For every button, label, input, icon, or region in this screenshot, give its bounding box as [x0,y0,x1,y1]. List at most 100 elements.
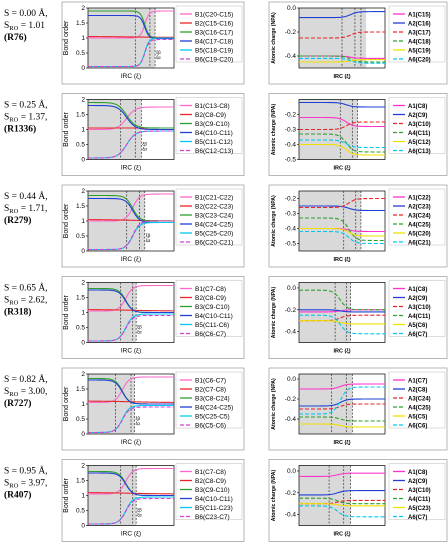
charge-series-3 [299,403,385,410]
charge-legend-label-5: A5(C6) [408,323,427,329]
bond-legend-label-2: B2(C8-C9) [195,478,226,485]
bond-legend-label-6: B6(C19-C20) [195,57,233,64]
charge-legend-label-5: A5(C23) [408,506,431,512]
charge-legend-label-5: A5(C20) [408,232,431,238]
bond-ytick-label: 0.5 [76,233,85,240]
row-label-sro: SRO = 1.71, [4,204,47,215]
bond-ytick-label: 1 [81,218,85,225]
charge-ytick-label: -0.2 [285,396,297,403]
bond-series-6 [88,220,174,251]
bond-series-2 [87,309,175,312]
bond-series-6 [88,38,174,68]
charge-ytick-label: -0.4 [285,512,297,519]
charge-ytick-label: -0.2 [285,196,297,203]
bond-legend-label-3: B3(C23-C24) [195,213,233,220]
bond-legend-label-3: B3(C9-C10) [195,121,230,128]
bond-legend-label-5: B5(C18-C19) [195,48,233,55]
row-label-id: (R727) [4,398,31,409]
bond-ytick-label: 1 [81,127,85,134]
charge-ylabel: Atomic charge (NPA) [271,195,277,247]
bond-legend-label-1: B1(C21-C22) [195,195,233,202]
charge-panel: 0.0 -0.2 -0.4 Atomic charge (NPA) IRC (ξ) A1(… [268,1,448,85]
bond-ytick-label: 0 [81,340,85,347]
charge-legend-label-6: A6(C6) [408,424,427,430]
charge-frame [268,276,448,359]
charge-frame [268,459,448,542]
charge-ytick-label: -0.3 [285,127,297,134]
bond-ylabel: Bond order [63,386,70,421]
row-label-sro: SRO = 3.00, [4,387,47,398]
bond-frame [61,367,245,451]
row-label-s: S = 0.82 Å, [4,373,48,385]
bond-ylabel: Bond order [63,112,70,147]
charge-xlabel: IRC (ξ) [333,257,350,263]
panel-row-6: S = 0.95 Å, SRO = 3.97,(R407) 0 0.5 1 1.5 2 Bon… [4,459,448,542]
bond-legend-label-6: B6(C23-C7) [195,514,230,521]
bond-legend-label-1: B1(C13-C8) [195,103,230,110]
row-label-sro: SRO = 1.01 [4,21,45,32]
bond-xlabel: IRC (ξ) [121,256,141,263]
bond-legend-box [175,97,243,154]
charge-legend-label-5: A5(C12) [408,140,431,146]
charge-legend-label-3: A3(C24) [408,397,431,403]
charge-legend-label-4: A4(C25) [408,406,431,412]
bond-shade [88,374,135,434]
charge-ylabel: Atomic charge (NPA) [271,12,277,64]
bond-legend-label-6: B6(C5-C6) [195,423,226,430]
charge-legend-label-1: A1(C22) [408,196,431,202]
charge-xlabel: IRC (ξ) [333,166,350,172]
bond-series-1 [88,10,174,39]
charge-ytick-label: -0.4 [285,416,297,423]
row-label-s: S = 0.44 Å, [4,190,48,202]
charge-series-6 [299,386,385,415]
bond-legend-label-2: B2(C15-C16) [195,21,233,28]
charge-ytick-label: 0.0 [287,468,296,475]
bond-ytick-label: 1.5 [76,203,85,210]
charge-series-5 [299,143,385,156]
charge-series-2 [299,309,385,313]
charge-legend-label-4: A4(C25) [408,223,431,229]
charge-series-5 [299,503,385,507]
charge-legend-label-2: A2(C9) [408,479,427,485]
charge-series-2 [299,101,385,108]
bond-annotation-beta: ξβ [137,325,142,330]
row-label-id: (R407) [4,490,31,501]
bond-annotation-alpha: ξα [137,513,142,518]
charge-xlabel: IRC (ξ) [333,440,350,446]
bond-ytick-label: 1 [81,35,85,42]
charge-legend-label-3: A3(C10) [408,305,431,311]
row-label-sro: SRO = 1.37, [4,113,47,124]
charge-series-5 [299,320,385,325]
charge-series-4 [299,289,385,311]
bond-legend-label-3: B3(C16-C17) [195,30,233,37]
bond-shade [88,465,137,526]
bond-ytick-label: 0.5 [76,142,85,149]
bond-frame [61,276,245,359]
bond-legend-box [175,188,243,246]
bond-legend-box [175,280,243,337]
bond-legend-label-5: B5(C25-C20) [195,231,233,238]
charge-shade [299,191,361,251]
charge-legend-box [388,280,446,337]
bond-series-2 [88,36,174,38]
bond-legend-label-4: B4(C10-C11) [195,496,233,503]
charge-legend-box [388,371,446,429]
bond-series-6 [88,314,174,342]
bond-series-3 [88,101,174,129]
charge-xlabel: IRC (ξ) [333,532,350,538]
charge-legend-label-3: A3(C10) [408,122,431,128]
charge-series-6 [299,314,385,335]
bond-legend-label-1: B1(C6-C7) [195,378,226,385]
charge-legend-label-6: A6(C13) [408,149,431,155]
bond-series-4 [88,472,174,497]
bond-annotation-beta: ξβ [146,233,151,238]
charge-ytick-label: -0.5 [285,157,297,164]
panel-row-2: S = 0.25 Å, SRO = 1.37,(R1336) 0 0.5 1 1.5 2 Bo… [4,93,448,176]
charge-legend-label-3: A3(C24) [408,214,431,220]
panel-row-3: S = 0.44 Å, SRO = 1.71,(R279) 0 0.5 1 1.5 2 Bon… [4,184,448,268]
